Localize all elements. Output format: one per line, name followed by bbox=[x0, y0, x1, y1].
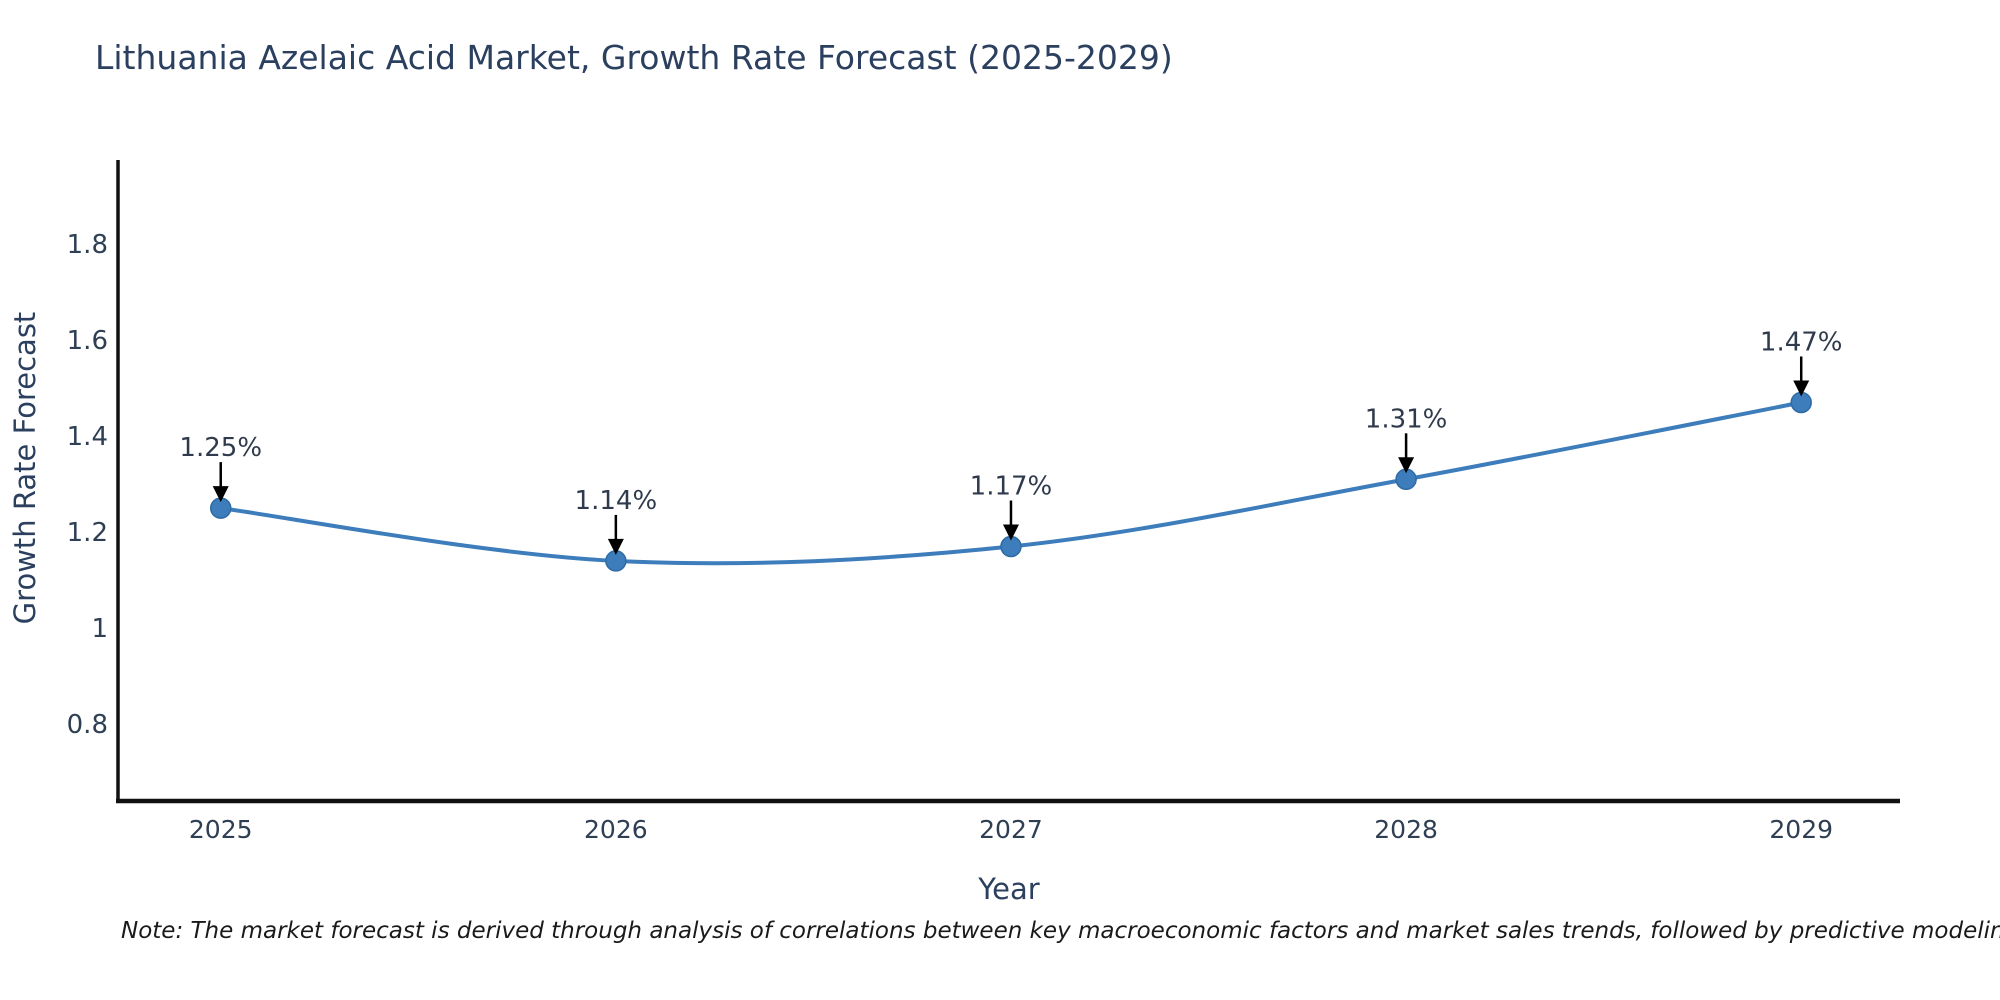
y-tick-label: 1 bbox=[91, 614, 108, 644]
y-tick-label: 1.6 bbox=[67, 326, 108, 356]
x-tick-label: 2027 bbox=[979, 815, 1043, 844]
x-tick-label: 2029 bbox=[1769, 815, 1833, 844]
y-tick-label: 1.4 bbox=[67, 422, 108, 452]
y-tick-label: 1.2 bbox=[67, 518, 108, 548]
x-axis-title: Year bbox=[978, 872, 1040, 906]
annotation-arrowhead-icon bbox=[607, 538, 624, 555]
point-value-label: 1.17% bbox=[970, 472, 1053, 502]
x-tick-label: 2028 bbox=[1374, 815, 1438, 844]
annotation-arrowhead-icon bbox=[212, 486, 229, 503]
chart-title: Lithuania Azelaic Acid Market, Growth Ra… bbox=[95, 38, 1173, 77]
chart-footnote: Note: The market forecast is derived thr… bbox=[121, 918, 2000, 944]
point-value-label: 1.14% bbox=[575, 486, 658, 516]
x-tick-label: 2026 bbox=[584, 815, 648, 844]
annotation-arrowhead-icon bbox=[1002, 524, 1019, 541]
y-tick-label: 0.8 bbox=[67, 710, 108, 740]
y-axis-title: Growth Rate Forecast bbox=[8, 311, 42, 625]
point-value-label: 1.47% bbox=[1760, 327, 1843, 357]
point-value-label: 1.31% bbox=[1365, 404, 1448, 434]
annotation-arrowhead-icon bbox=[1793, 380, 1810, 397]
y-tick-label: 1.8 bbox=[67, 230, 108, 260]
annotation-arrowhead-icon bbox=[1398, 457, 1415, 474]
x-tick-label: 2025 bbox=[189, 815, 253, 844]
point-value-label: 1.25% bbox=[179, 433, 262, 463]
